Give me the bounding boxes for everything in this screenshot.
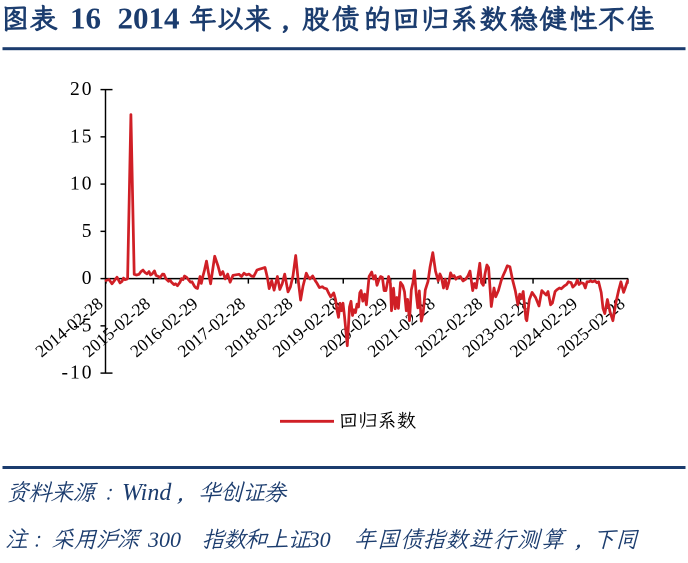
- svg-text:20: 20: [70, 79, 94, 100]
- svg-text:300: 300: [147, 527, 181, 552]
- svg-text:-5: -5: [73, 315, 93, 336]
- svg-text:2014: 2014: [118, 1, 180, 36]
- svg-text:0: 0: [82, 268, 94, 289]
- svg-text:10: 10: [70, 174, 94, 195]
- svg-text:16: 16: [70, 1, 101, 36]
- svg-text:30: 30: [308, 527, 331, 552]
- svg-text:5: 5: [82, 221, 94, 242]
- svg-text:Wind: Wind: [122, 480, 172, 506]
- svg-text:-10: -10: [62, 363, 94, 384]
- svg-text:15: 15: [70, 126, 94, 147]
